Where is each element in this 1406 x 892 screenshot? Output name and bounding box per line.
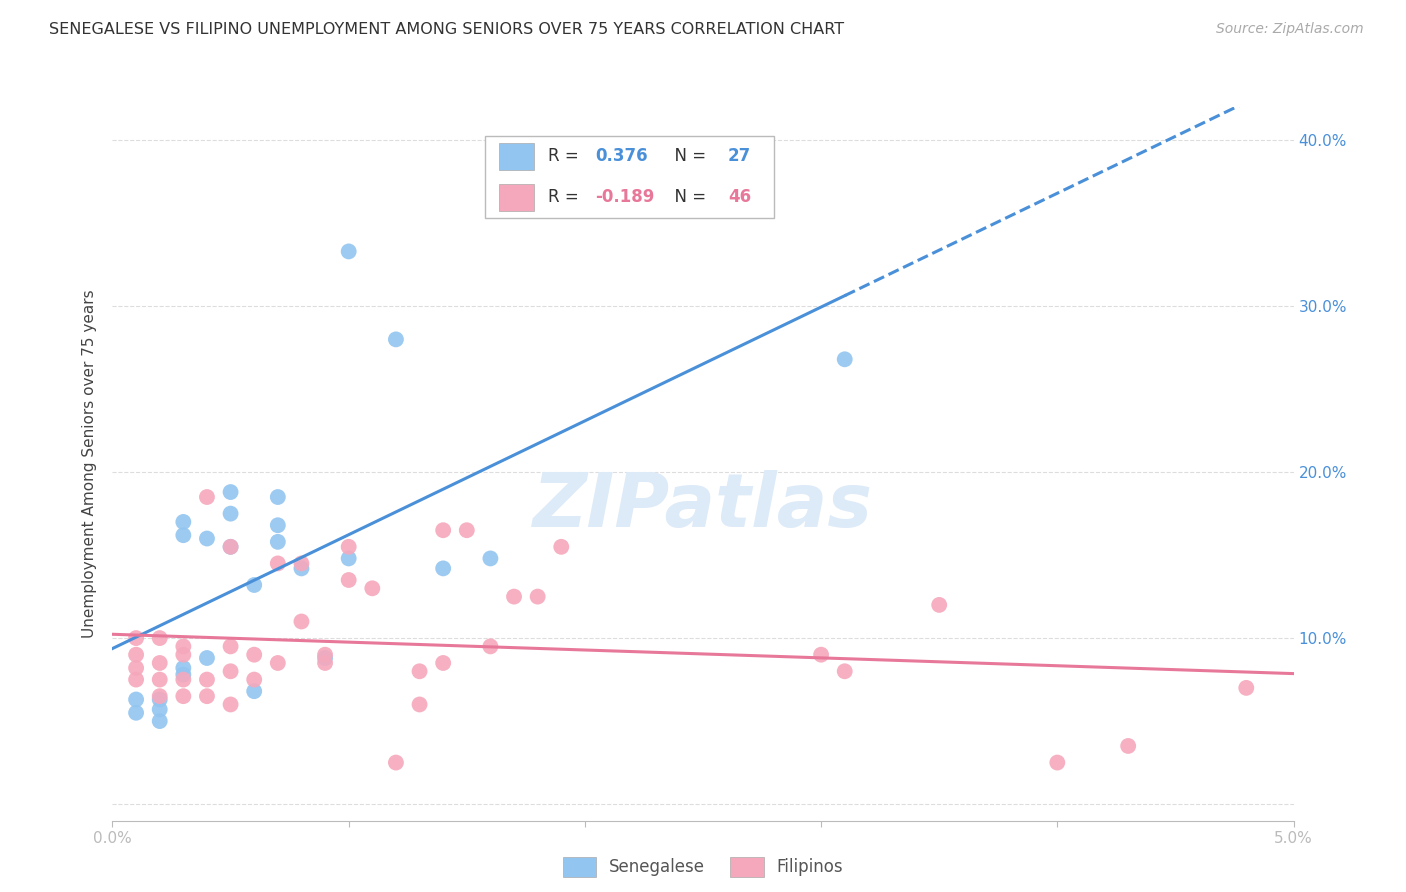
Point xyxy=(172,661,194,675)
Point xyxy=(172,673,194,687)
Point xyxy=(195,689,218,703)
Point xyxy=(219,640,242,654)
Point xyxy=(172,689,194,703)
Point xyxy=(149,689,172,703)
Point xyxy=(125,673,148,687)
Point xyxy=(267,656,290,670)
Point xyxy=(314,651,336,665)
Point xyxy=(219,507,242,521)
Point xyxy=(456,523,478,537)
Point xyxy=(125,692,148,706)
Point xyxy=(149,673,172,687)
Point xyxy=(125,648,148,662)
Point xyxy=(149,656,172,670)
Point xyxy=(125,706,148,720)
Text: N =: N = xyxy=(664,188,711,206)
Point xyxy=(149,702,172,716)
Point xyxy=(290,615,312,629)
Text: SENEGALESE VS FILIPINO UNEMPLOYMENT AMONG SENIORS OVER 75 YEARS CORRELATION CHAR: SENEGALESE VS FILIPINO UNEMPLOYMENT AMON… xyxy=(49,22,845,37)
Point xyxy=(290,561,312,575)
Point xyxy=(149,714,172,728)
Text: R =: R = xyxy=(548,147,585,165)
Text: R =: R = xyxy=(548,188,585,206)
Point xyxy=(195,673,218,687)
Point xyxy=(125,631,148,645)
Point xyxy=(172,528,194,542)
Point xyxy=(810,648,832,662)
Point xyxy=(219,485,242,500)
Point xyxy=(219,698,242,712)
Point xyxy=(172,515,194,529)
Point xyxy=(337,573,360,587)
Point xyxy=(479,640,502,654)
Legend: Senegalese, Filipinos: Senegalese, Filipinos xyxy=(555,850,851,884)
Point xyxy=(408,665,430,679)
Text: Source: ZipAtlas.com: Source: ZipAtlas.com xyxy=(1216,22,1364,37)
Point xyxy=(125,661,148,675)
Point xyxy=(172,640,194,654)
Point xyxy=(267,557,290,571)
Point xyxy=(267,490,290,504)
Point xyxy=(195,490,218,504)
Point xyxy=(267,534,290,549)
Point xyxy=(337,551,360,566)
Point xyxy=(834,352,856,367)
FancyBboxPatch shape xyxy=(485,136,773,218)
Point xyxy=(1046,756,1069,770)
Point xyxy=(314,648,336,662)
Point xyxy=(243,673,266,687)
Point xyxy=(385,332,408,346)
Point xyxy=(243,648,266,662)
Point xyxy=(267,518,290,533)
Point xyxy=(432,656,454,670)
Point xyxy=(834,665,856,679)
Point xyxy=(928,598,950,612)
Point xyxy=(219,540,242,554)
Point xyxy=(1234,681,1257,695)
FancyBboxPatch shape xyxy=(499,143,534,169)
Point xyxy=(408,698,430,712)
Point xyxy=(361,582,384,596)
Point xyxy=(314,656,336,670)
Point xyxy=(479,551,502,566)
Point xyxy=(219,665,242,679)
Point xyxy=(550,540,572,554)
Text: 27: 27 xyxy=(728,147,751,165)
Point xyxy=(243,578,266,592)
Text: ZIPatlas: ZIPatlas xyxy=(533,470,873,543)
Point xyxy=(243,684,266,698)
Point xyxy=(526,590,548,604)
Point xyxy=(149,692,172,706)
Point xyxy=(172,667,194,681)
Point xyxy=(337,244,360,259)
Y-axis label: Unemployment Among Seniors over 75 years: Unemployment Among Seniors over 75 years xyxy=(82,290,97,638)
Point xyxy=(195,651,218,665)
FancyBboxPatch shape xyxy=(499,184,534,211)
Point xyxy=(149,631,172,645)
Text: -0.189: -0.189 xyxy=(596,188,655,206)
Point xyxy=(1116,739,1139,753)
Point xyxy=(195,532,218,546)
Point xyxy=(290,557,312,571)
Point xyxy=(219,540,242,554)
Point xyxy=(432,561,454,575)
Point xyxy=(503,590,526,604)
Text: 0.376: 0.376 xyxy=(596,147,648,165)
Point xyxy=(432,523,454,537)
Point xyxy=(337,540,360,554)
Text: N =: N = xyxy=(664,147,711,165)
Text: 46: 46 xyxy=(728,188,751,206)
Point xyxy=(385,756,408,770)
Point xyxy=(172,648,194,662)
